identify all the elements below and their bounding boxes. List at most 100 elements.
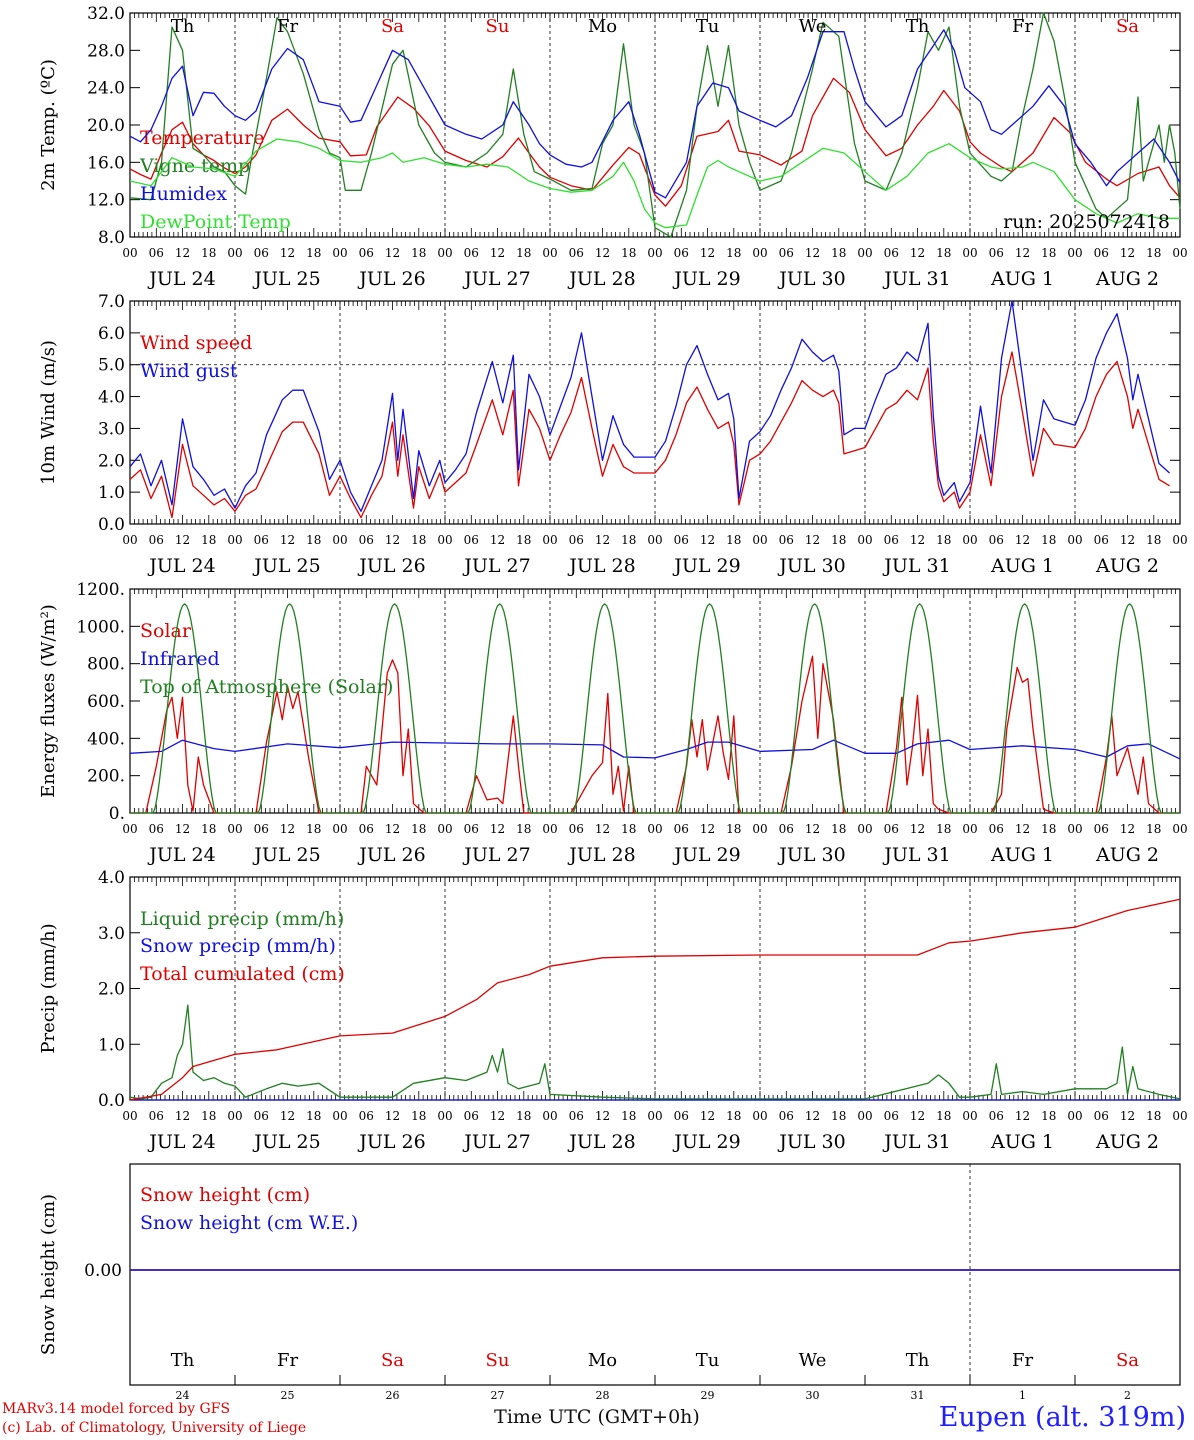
- y-tick-label: 0.: [109, 804, 125, 824]
- snow-day-label: Sa: [1116, 1350, 1139, 1371]
- date-label: AUG 1: [990, 555, 1054, 577]
- series-line-vigne-temp: [129, 12, 1181, 238]
- weekday-label: Su: [486, 16, 510, 37]
- hour-label: 06: [1094, 822, 1109, 836]
- hour-label: 06: [884, 1109, 899, 1123]
- hour-label: 06: [569, 533, 584, 547]
- hour-label: 00: [857, 246, 872, 260]
- y-tick-label: 28.0: [87, 41, 125, 61]
- hour-label: 12: [280, 246, 295, 260]
- hour-label: 00: [857, 1109, 872, 1123]
- date-label: JUL 25: [252, 844, 320, 866]
- date-label: JUL 30: [777, 1131, 845, 1153]
- hour-label: 18: [1041, 822, 1056, 836]
- hour-label: 12: [490, 1109, 505, 1123]
- hour-label: 00: [542, 533, 557, 547]
- snow-day-number: 1: [1019, 1389, 1026, 1402]
- hour-label: 06: [989, 246, 1004, 260]
- hour-label: 00: [122, 1109, 137, 1123]
- date-label: JUL 24: [147, 844, 215, 866]
- hour-label: 00: [227, 1109, 242, 1123]
- legend-entry: Snow height (cm W.E.): [140, 1212, 358, 1234]
- snow-day-label: Su: [486, 1350, 510, 1371]
- hour-label: 12: [1120, 1109, 1135, 1123]
- hour-label: 06: [674, 1109, 689, 1123]
- date-label: JUL 29: [672, 844, 740, 866]
- hour-label: 00: [1172, 533, 1187, 547]
- hour-label: 06: [779, 533, 794, 547]
- snow-day-number: 30: [806, 1389, 820, 1402]
- weekday-label: Mo: [588, 16, 617, 37]
- hour-label: 00: [647, 1109, 662, 1123]
- hour-label: 00: [122, 822, 137, 836]
- y-tick-label: 24.0: [87, 79, 125, 99]
- hour-label: 12: [1015, 246, 1030, 260]
- hour-label: 12: [385, 533, 400, 547]
- hour-label: 18: [726, 533, 741, 547]
- lab-text: (c) Lab. of Climatology, University of L…: [2, 1420, 307, 1436]
- hour-label: 18: [306, 246, 321, 260]
- date-label: JUL 30: [777, 268, 845, 290]
- hour-label: 12: [385, 1109, 400, 1123]
- hour-label: 12: [805, 822, 820, 836]
- legend-entry: Snow precip (mm/h): [140, 935, 336, 957]
- hour-label: 06: [674, 822, 689, 836]
- hour-label: 18: [1041, 246, 1056, 260]
- date-label: JUL 25: [252, 555, 320, 577]
- date-label: JUL 28: [567, 268, 635, 290]
- hour-label: 18: [936, 533, 951, 547]
- hour-label: 00: [437, 1109, 452, 1123]
- y-tick-label: 3.0: [98, 419, 125, 439]
- hour-label: 12: [385, 246, 400, 260]
- date-label: JUL 27: [462, 844, 530, 866]
- hour-label: 06: [359, 246, 374, 260]
- y-tick-label: 0.0: [98, 1091, 125, 1111]
- hour-label: 12: [595, 822, 610, 836]
- hour-label: 06: [254, 1109, 269, 1123]
- legend-entry: Snow height (cm): [140, 1184, 310, 1206]
- legend-entry: Wind speed: [140, 332, 252, 354]
- hour-label: 18: [726, 822, 741, 836]
- hour-label: 00: [332, 1109, 347, 1123]
- hour-label: 18: [516, 822, 531, 836]
- hour-label: 06: [884, 822, 899, 836]
- snow-day-number: 26: [386, 1389, 400, 1402]
- hour-label: 12: [700, 822, 715, 836]
- hour-label: 00: [122, 246, 137, 260]
- y-tick-label: 1.0: [98, 1035, 125, 1055]
- hour-label: 06: [884, 246, 899, 260]
- legend-entry: Humidex: [140, 183, 227, 205]
- weekday-label: Fr: [277, 16, 298, 37]
- date-label: JUL 26: [357, 1131, 425, 1153]
- snow-day-label: Fr: [1012, 1350, 1033, 1371]
- legend-entry: Solar: [140, 620, 192, 642]
- hour-label: 00: [437, 822, 452, 836]
- hour-label: 18: [726, 1109, 741, 1123]
- hour-label: 18: [201, 246, 216, 260]
- date-label: JUL 27: [462, 268, 530, 290]
- hour-label: 12: [175, 822, 190, 836]
- hour-label: 06: [884, 533, 899, 547]
- hour-label: 12: [910, 1109, 925, 1123]
- weekday-label: Th: [906, 16, 930, 37]
- y-tick-label: 1000.: [76, 617, 125, 637]
- y-tick-label: 1.0: [98, 483, 125, 503]
- hour-label: 00: [962, 1109, 977, 1123]
- hour-label: 12: [910, 246, 925, 260]
- hour-label: 06: [569, 822, 584, 836]
- date-label: AUG 1: [990, 844, 1054, 866]
- y-tick-label: 6.0: [98, 324, 125, 344]
- y-axis-title: 2m Temp. (ºC): [38, 59, 59, 191]
- series-line-humidex: [129, 29, 1181, 199]
- hour-label: 18: [306, 822, 321, 836]
- series-line-wind-gust: [129, 300, 1170, 512]
- weekday-label: Th: [171, 16, 195, 37]
- hour-label: 00: [752, 1109, 767, 1123]
- hour-label: 06: [149, 822, 164, 836]
- y-axis-title: Precip (mm/h): [38, 923, 59, 1053]
- panel-frame-2: [129, 588, 1181, 814]
- hour-label: 00: [647, 822, 662, 836]
- hour-label: 12: [595, 533, 610, 547]
- hour-label: 00: [857, 822, 872, 836]
- snow-day-label: We: [799, 1350, 827, 1371]
